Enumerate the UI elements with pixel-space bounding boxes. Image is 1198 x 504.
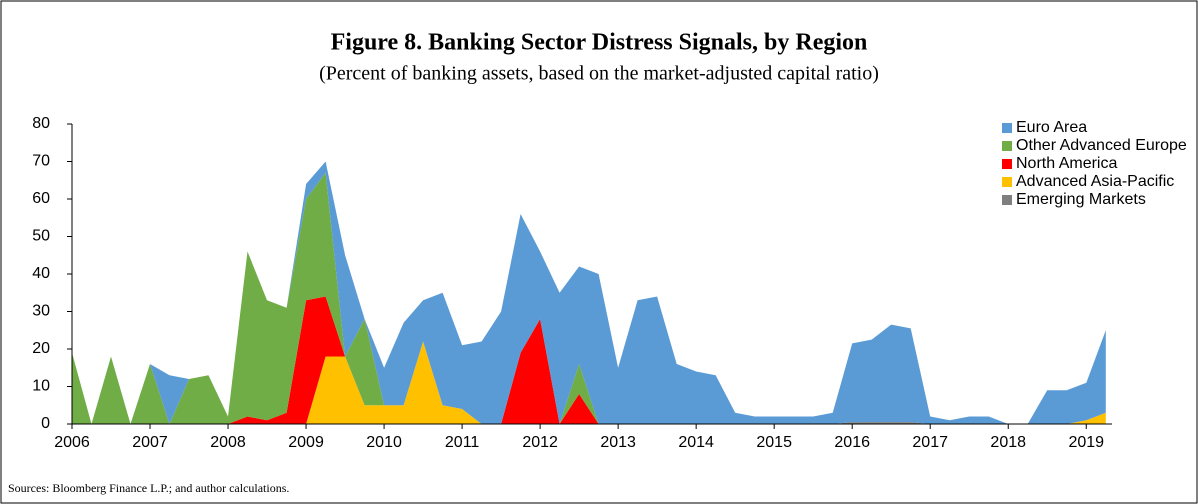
legend-label: Emerging Markets	[1016, 191, 1146, 208]
y-tick-label: 50	[32, 228, 50, 245]
x-tick-label: 2007	[132, 434, 168, 451]
legend-label: Euro Area	[1016, 119, 1087, 136]
y-tick-label: 20	[32, 340, 50, 357]
x-tick-label: 2013	[600, 434, 636, 451]
legend-swatch	[1002, 141, 1012, 151]
y-tick-label: 30	[32, 303, 50, 320]
source-note: Sources: Bloomberg Finance L.P.; and aut…	[8, 481, 289, 495]
chart-title: Figure 8. Banking Sector Distress Signal…	[331, 30, 868, 56]
legend-swatch	[1002, 195, 1012, 205]
x-tick-label: 2015	[756, 434, 792, 451]
legend-label: North America	[1016, 155, 1117, 172]
x-tick-label: 2017	[912, 434, 948, 451]
x-tick-label: 2014	[678, 434, 714, 451]
area	[72, 172, 1106, 424]
chart-subtitle: (Percent of banking assets, based on the…	[319, 63, 879, 85]
legend-swatch	[1002, 123, 1012, 133]
y-tick-label: 0	[41, 415, 50, 432]
y-tick-label: 80	[32, 115, 50, 132]
legend-label: Advanced Asia-Pacific	[1016, 173, 1174, 190]
x-tick-label: 2012	[522, 434, 558, 451]
x-tick-label: 2010	[366, 434, 402, 451]
y-tick-label: 10	[32, 378, 50, 395]
area	[72, 296, 1106, 424]
x-tick-label: 2018	[990, 434, 1026, 451]
x-tick-label: 2006	[54, 434, 90, 451]
y-tick-label: 40	[32, 265, 50, 282]
x-tick-label: 2009	[288, 434, 324, 451]
legend-swatch	[1002, 159, 1012, 169]
y-tick-label: 70	[32, 153, 50, 170]
x-tick-label: 2011	[445, 434, 480, 451]
x-tick-label: 2008	[210, 434, 246, 451]
area	[72, 341, 1106, 424]
x-tick-label: 2019	[1068, 434, 1104, 451]
area	[72, 161, 1106, 424]
x-tick-label: 2016	[834, 434, 870, 451]
legend-label: Other Advanced Europe	[1016, 137, 1187, 154]
legend-swatch	[1002, 177, 1012, 187]
y-tick-label: 60	[32, 190, 50, 207]
